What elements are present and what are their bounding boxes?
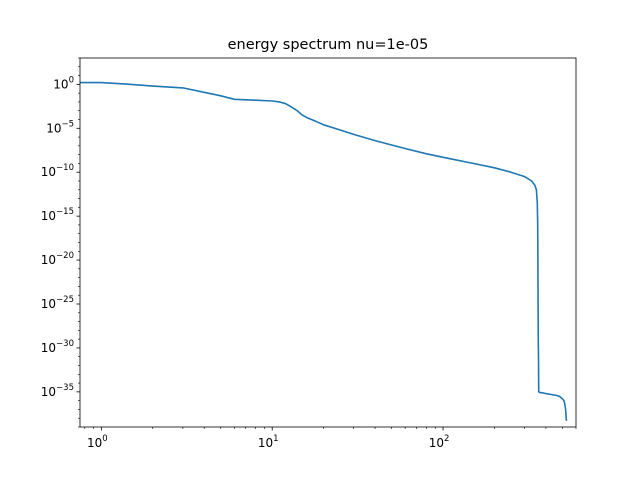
x-tick-label: 101 <box>258 434 279 450</box>
chart-title: energy spectrum nu=1e-05 <box>228 37 429 53</box>
y-tick-label: 10−15 <box>41 207 74 223</box>
y-tick-label: 10−35 <box>41 383 74 399</box>
series-line <box>80 81 568 421</box>
y-tick-label: 10−20 <box>41 251 74 267</box>
axes-frame <box>79 57 577 428</box>
plot-area <box>79 57 577 428</box>
y-tick-label: 10−25 <box>41 295 74 311</box>
y-tick-label: 10−5 <box>46 119 74 135</box>
y-tick-label: 100 <box>53 75 74 91</box>
y-axis: 100 10−5 10−10 10−15 10−20 10−25 10−30 10−35 <box>41 57 80 428</box>
x-tick-label: 100 <box>87 434 108 450</box>
x-tick-label: 102 <box>429 434 450 450</box>
y-tick-label: 10−10 <box>41 163 74 179</box>
y-tick-label: 10−30 <box>41 339 74 355</box>
x-axis: 100 101 102 <box>84 427 577 450</box>
